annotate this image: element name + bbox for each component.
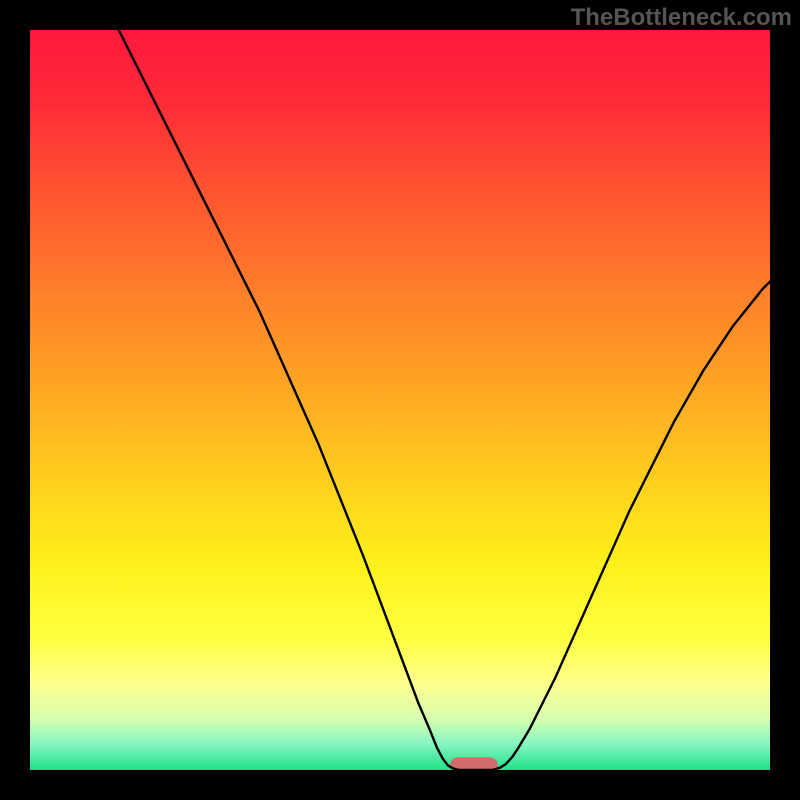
- watermark-text: TheBottleneck.com: [571, 4, 792, 32]
- bottleneck-chart: [0, 0, 800, 800]
- plot-background: [30, 30, 770, 770]
